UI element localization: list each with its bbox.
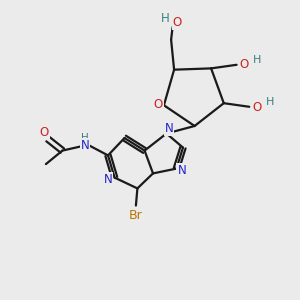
Text: N: N	[80, 139, 89, 152]
Text: N: N	[177, 164, 186, 177]
Text: Br: Br	[129, 209, 143, 222]
Text: O: O	[154, 98, 163, 111]
Text: H: H	[81, 133, 89, 143]
Text: O: O	[252, 101, 261, 114]
Text: H: H	[266, 97, 274, 107]
Text: O: O	[172, 16, 182, 29]
Text: H: H	[161, 12, 170, 25]
Text: O: O	[40, 126, 49, 139]
Text: O: O	[239, 58, 249, 71]
Text: N: N	[103, 172, 112, 186]
Text: N: N	[164, 122, 173, 135]
Text: H: H	[253, 55, 261, 65]
